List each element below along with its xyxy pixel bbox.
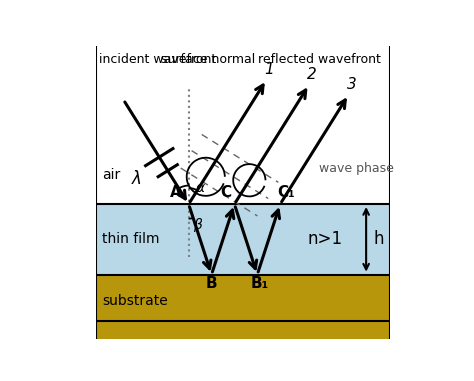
Text: C₁: C₁: [277, 185, 295, 200]
Text: wave phase: wave phase: [319, 162, 394, 175]
Text: n>1: n>1: [308, 231, 343, 248]
Text: β: β: [193, 218, 202, 232]
Text: B: B: [206, 276, 218, 291]
Bar: [96, 204, 390, 275]
Text: 2: 2: [307, 67, 317, 82]
Text: reflected wavefront: reflected wavefront: [257, 53, 381, 66]
Bar: [96, 46, 390, 204]
Text: surface normal: surface normal: [161, 53, 255, 66]
Text: λ: λ: [131, 170, 141, 188]
Text: C: C: [220, 185, 231, 200]
Text: B₁: B₁: [251, 276, 269, 291]
Text: α: α: [196, 181, 205, 195]
Text: 1: 1: [264, 62, 274, 77]
Text: substrate: substrate: [102, 294, 168, 308]
Text: incident wavefront: incident wavefront: [99, 53, 217, 66]
Text: 3: 3: [346, 77, 356, 92]
Text: air: air: [102, 168, 120, 182]
Bar: [96, 275, 390, 339]
Text: thin film: thin film: [102, 232, 160, 247]
Text: A: A: [170, 185, 182, 200]
Text: h: h: [374, 231, 384, 248]
